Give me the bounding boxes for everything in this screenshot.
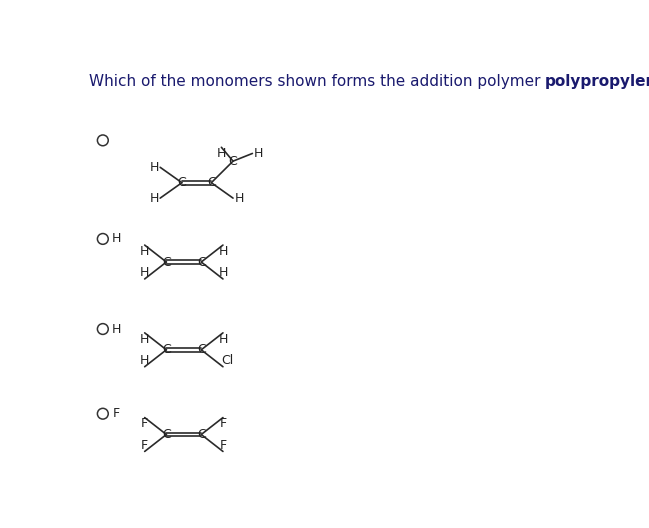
Text: H: H	[254, 147, 263, 160]
Text: H: H	[112, 232, 121, 246]
Text: C: C	[162, 428, 171, 441]
Text: F: F	[141, 417, 148, 430]
Text: C: C	[197, 343, 206, 356]
Text: Which of the monomers shown forms the addition polymer: Which of the monomers shown forms the ad…	[89, 74, 545, 89]
Text: H: H	[218, 266, 228, 279]
Text: H: H	[140, 354, 149, 367]
Text: C: C	[197, 256, 206, 269]
Text: Cl: Cl	[221, 354, 234, 367]
Text: F: F	[219, 417, 227, 430]
Text: H: H	[140, 266, 149, 279]
Text: polypropylene: polypropylene	[545, 74, 649, 89]
Text: C: C	[177, 176, 186, 189]
Text: H: H	[218, 245, 228, 258]
Text: F: F	[219, 439, 227, 452]
Text: F: F	[113, 407, 120, 420]
Text: H: H	[234, 192, 244, 205]
Text: F: F	[141, 439, 148, 452]
Text: H: H	[112, 323, 121, 335]
Text: H: H	[140, 333, 149, 345]
Text: C: C	[162, 343, 171, 356]
Text: H: H	[218, 333, 228, 345]
Text: C: C	[228, 155, 238, 168]
Text: H: H	[149, 192, 158, 205]
Text: C: C	[162, 256, 171, 269]
Text: C: C	[197, 428, 206, 441]
Text: C: C	[207, 176, 215, 189]
Text: H: H	[149, 161, 158, 174]
Text: H: H	[217, 147, 226, 160]
Text: H: H	[140, 245, 149, 258]
